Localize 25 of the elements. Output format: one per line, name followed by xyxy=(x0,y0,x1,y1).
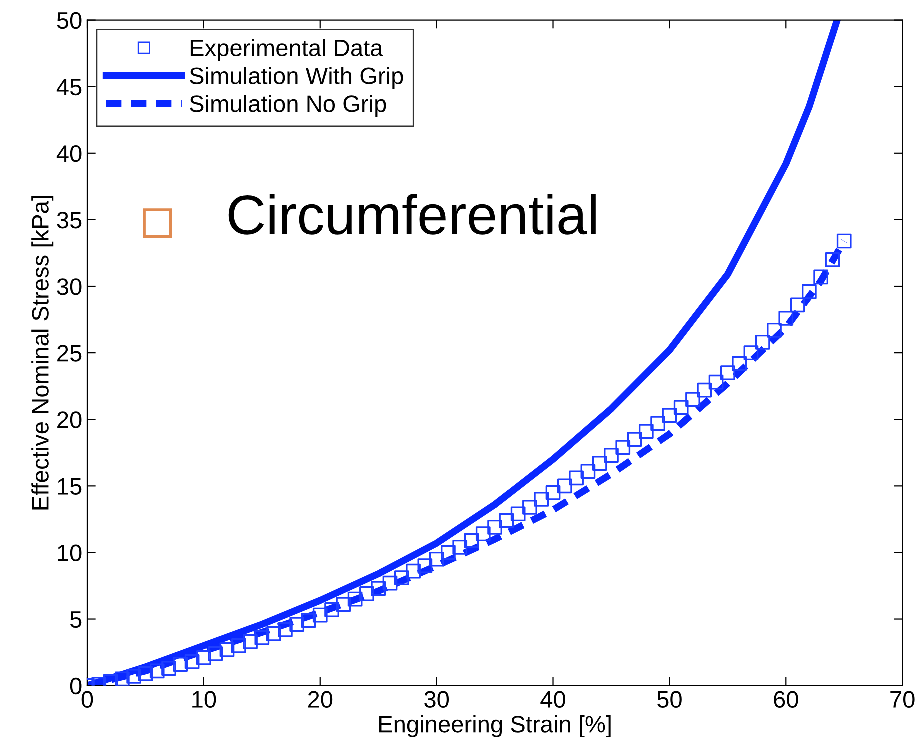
legend-label: Simulation No Grip xyxy=(190,95,386,118)
y-tick-label: 5 xyxy=(70,612,82,628)
y-axis-title: Effective Nominal Stress [kPa] xyxy=(32,196,54,510)
annotation: Circumferential xyxy=(228,194,596,235)
y-tick-label: 20 xyxy=(58,412,82,428)
legend-label: Simulation With Grip xyxy=(190,67,404,90)
y-tick-label: 30 xyxy=(57,278,82,296)
y-tick-label: 10 xyxy=(58,544,82,562)
x-tick-label: 0 xyxy=(82,691,94,708)
y-tick-label: 35 xyxy=(57,212,82,229)
x-tick-label: 20 xyxy=(308,691,333,708)
y-tick-label: 15 xyxy=(58,478,82,495)
y-tick-label: 40 xyxy=(56,145,82,162)
legend-label: Experimental Data xyxy=(190,39,384,62)
x-tick-label: 40 xyxy=(540,691,566,708)
x-tick-label: 50 xyxy=(658,691,682,708)
x-tick-label: 70 xyxy=(890,691,915,708)
y-tick-label: 50 xyxy=(57,12,82,30)
x-axis-title: Engineering Strain [%] xyxy=(380,715,611,738)
x-tick-label: 60 xyxy=(774,691,798,708)
y-tick-label: 25 xyxy=(58,345,82,362)
y-tick-label: 0 xyxy=(70,678,82,695)
y-tick-label: 45 xyxy=(56,79,82,96)
x-tick-label: 30 xyxy=(424,691,450,708)
x-tick-label: 10 xyxy=(192,691,216,708)
